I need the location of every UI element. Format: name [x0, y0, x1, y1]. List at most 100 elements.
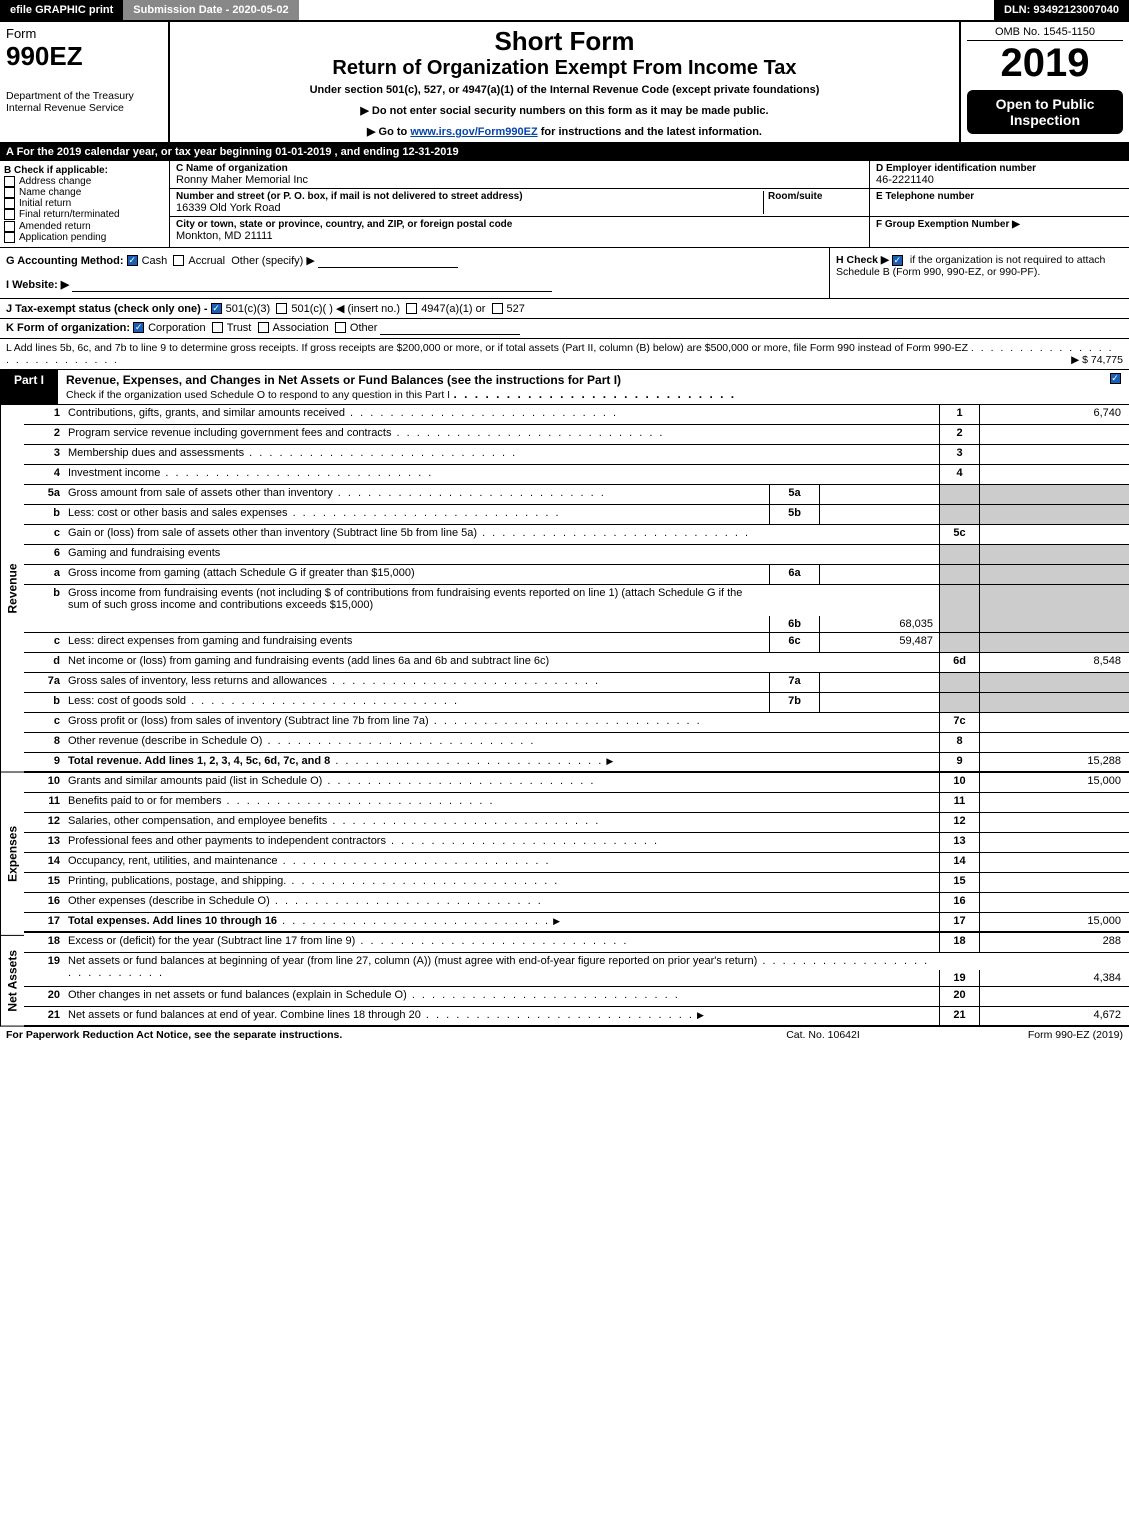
rn-6c-gray [939, 633, 979, 652]
sc-6b: 6b [769, 616, 819, 632]
check-trust[interactable] [212, 322, 223, 333]
part1-dots [453, 387, 736, 401]
check-label-3: Final return/terminated [19, 210, 120, 221]
desc-6: Gaming and fundraising events [64, 545, 939, 564]
other-label: Other (specify) ▶ [231, 255, 315, 267]
rn-17: 17 [939, 913, 979, 931]
ln-10: 10 [24, 773, 64, 792]
city-label: City or town, state or province, country… [176, 219, 863, 230]
revenue-side-label: Revenue [0, 405, 24, 773]
website-input[interactable] [72, 279, 552, 292]
desc-13: Professional fees and other payments to … [64, 833, 939, 852]
line-12: 12 Salaries, other compensation, and emp… [24, 813, 1129, 833]
amt-4 [979, 465, 1129, 484]
header-center: Short Form Return of Organization Exempt… [170, 22, 959, 142]
rn-4: 4 [939, 465, 979, 484]
section-b-checks: B Check if applicable: Address change Na… [0, 161, 170, 247]
sc-7b: 7b [769, 693, 819, 712]
check-final-return[interactable] [4, 209, 15, 220]
check-address-change[interactable] [4, 176, 15, 187]
amt-2 [979, 425, 1129, 444]
check-label-0: Address change [19, 176, 91, 187]
street-label: Number and street (or P. O. box, if mail… [176, 191, 763, 202]
k-label: K Form of organization: [6, 322, 130, 334]
check-schedule-b-not-required[interactable] [892, 255, 903, 266]
ein-value: 46-2221140 [876, 174, 1123, 186]
check-527[interactable] [492, 303, 503, 314]
ln-5c: c [24, 525, 64, 544]
rn-7b-gray [939, 693, 979, 712]
other-org-input[interactable] [380, 322, 520, 335]
line-3: 3 Membership dues and assessments 3 [24, 445, 1129, 465]
check-amended-return[interactable] [4, 221, 15, 232]
check-other-org[interactable] [335, 322, 346, 333]
phone-cell: E Telephone number [870, 189, 1129, 217]
desc-21: Net assets or fund balances at end of ye… [64, 1007, 939, 1025]
l-gross-receipts-row: L Add lines 5b, 6c, and 7b to line 9 to … [0, 339, 1129, 370]
arrow-icon [697, 1009, 704, 1021]
irs-instructions-link[interactable]: www.irs.gov/Form990EZ [410, 126, 537, 138]
ln-20: 20 [24, 987, 64, 1006]
amt-6-gray [979, 545, 1129, 564]
desc-12: Salaries, other compensation, and employ… [64, 813, 939, 832]
amt-7b-gray [979, 693, 1129, 712]
check-application-pending[interactable] [4, 232, 15, 243]
amt-15 [979, 873, 1129, 892]
desc-15: Printing, publications, postage, and shi… [64, 873, 939, 892]
check-schedule-o-part1[interactable] [1110, 373, 1121, 384]
topbar-spacer [303, 0, 994, 20]
line-7b: b Less: cost of goods sold 7b [24, 693, 1129, 713]
under-section-text: Under section 501(c), 527, or 4947(a)(1)… [176, 84, 953, 96]
desc-5a: Gross amount from sale of assets other t… [64, 485, 769, 504]
line-17: 17 Total expenses. Add lines 10 through … [24, 913, 1129, 933]
goto-prefix: ▶ Go to [367, 126, 410, 138]
netassets-side-label: Net Assets [0, 936, 24, 1027]
amt-10: 15,000 [979, 773, 1129, 792]
efile-print-button[interactable]: efile GRAPHIC print [0, 0, 123, 20]
amt-5c [979, 525, 1129, 544]
desc-7b: Less: cost of goods sold [64, 693, 769, 712]
check-corporation[interactable] [133, 322, 144, 333]
check-association[interactable] [258, 322, 269, 333]
other-specify-input[interactable] [318, 255, 458, 268]
footer-mid: Cat. No. 10642I [723, 1029, 923, 1041]
check-initial-return[interactable] [4, 198, 15, 209]
ln-16: 16 [24, 893, 64, 912]
ln-5a: 5a [24, 485, 64, 504]
ln-7b: b [24, 693, 64, 712]
desc-9: Total revenue. Add lines 1, 2, 3, 4, 5c,… [64, 753, 939, 771]
ln-7c: c [24, 713, 64, 732]
check-label-2: Initial return [19, 198, 71, 209]
b-label: B Check if applicable: [4, 165, 165, 176]
check-4947[interactable] [406, 303, 417, 314]
check-accrual[interactable] [173, 255, 184, 266]
entity-mid: C Name of organization Ronny Maher Memor… [170, 161, 869, 247]
rn-9: 9 [939, 753, 979, 771]
org-name: Ronny Maher Memorial Inc [176, 174, 863, 186]
short-form-title: Short Form [176, 26, 953, 57]
amt-21: 4,672 [979, 1007, 1129, 1025]
check-501c[interactable] [276, 303, 287, 314]
rn-7c: 7c [939, 713, 979, 732]
part1-schedule-o-check-cell [1105, 370, 1129, 404]
rn-14: 14 [939, 853, 979, 872]
part1-label: Part I [0, 370, 58, 404]
ln-17: 17 [24, 913, 64, 931]
check-cash[interactable] [127, 255, 138, 266]
ln-7a: 7a [24, 673, 64, 692]
dept-label-2: Internal Revenue Service [6, 102, 162, 114]
ln-8: 8 [24, 733, 64, 752]
line-7a: 7a Gross sales of inventory, less return… [24, 673, 1129, 693]
rn-5c: 5c [939, 525, 979, 544]
submission-date-button[interactable]: Submission Date - 2020-05-02 [123, 0, 298, 20]
line-21: 21 Net assets or fund balances at end of… [24, 1007, 1129, 1027]
sv-6b: 68,035 [819, 616, 939, 632]
k-opt-2: Association [273, 322, 329, 334]
c-label: C Name of organization [176, 163, 863, 174]
cash-label: Cash [142, 255, 168, 267]
j-label: J Tax-exempt status (check only one) - [6, 303, 208, 315]
desc-6a: Gross income from gaming (attach Schedul… [64, 565, 769, 584]
sv-5b [819, 505, 939, 524]
check-501c3[interactable] [211, 303, 222, 314]
check-name-change[interactable] [4, 187, 15, 198]
